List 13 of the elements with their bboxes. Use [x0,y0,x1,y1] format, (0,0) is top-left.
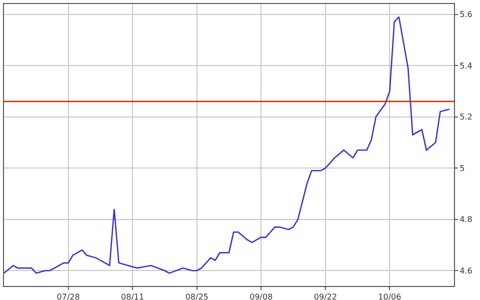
x-tick-label: 07/28 [56,292,80,300]
x-tick-label: 09/08 [250,292,273,300]
x-tick-label: 10/06 [378,292,402,300]
y-tick-label: 5.6 [460,10,472,20]
x-tick-label: 09/22 [314,292,337,300]
y-tick-label: 5.4 [460,61,472,70]
y-tick-label: 5 [460,164,465,173]
y-tick-label: 4.6 [460,266,472,276]
x-tick-label: 08/11 [121,292,144,300]
x-tick-label: 08/25 [185,292,208,300]
y-tick-label: 4.8 [460,215,472,224]
y-tick-label: 5.2 [460,112,472,122]
line-series [4,16,450,274]
